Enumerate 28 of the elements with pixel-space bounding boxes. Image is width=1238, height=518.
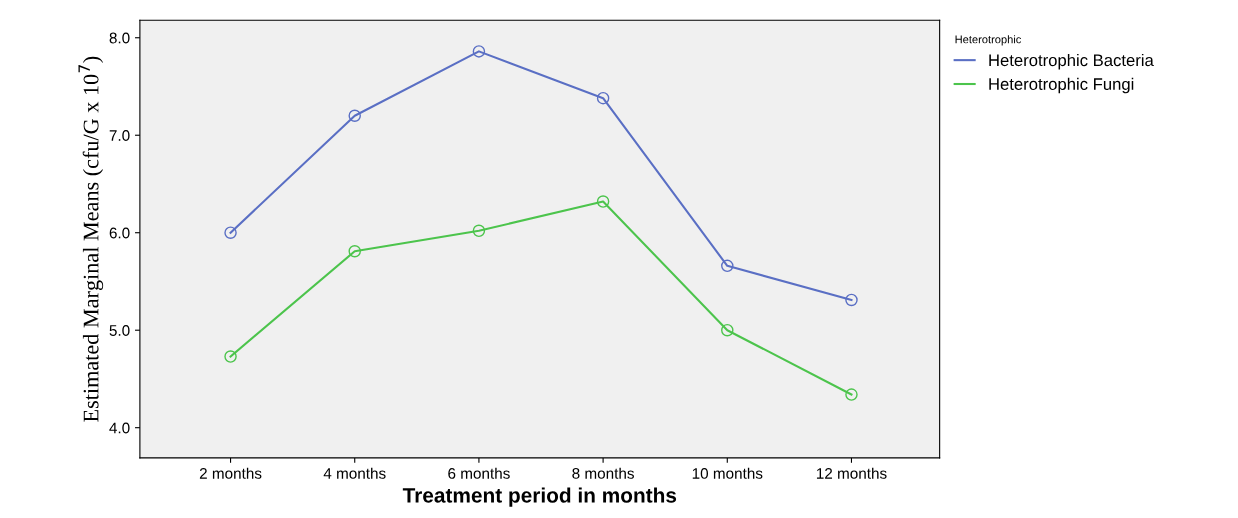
legend-title: Heterotrophic [955, 35, 1022, 46]
y-tick-label: 6.0 [109, 227, 130, 239]
point [348, 244, 361, 258]
point [721, 259, 734, 273]
point [472, 45, 486, 58]
x-tick-label: 4 months [323, 467, 386, 479]
y-tick-label: 4.0 [109, 422, 130, 434]
point [596, 91, 610, 105]
y-axis-title: Estimated Marginal Means (cfu/G x 10$^{7}$) [78, 56, 104, 422]
legend-label: Heterotrophic Bacteria [989, 53, 1154, 70]
point [224, 226, 237, 239]
y-tick-label: 5.0 [109, 325, 130, 336]
point [596, 195, 610, 208]
x-tick-label: 6 months [448, 467, 510, 479]
point [721, 323, 734, 337]
point [224, 350, 237, 363]
x-tick-label: 12 months [816, 467, 887, 479]
y-tick-label: 7.0 [109, 130, 130, 141]
point [845, 293, 858, 307]
point [472, 224, 486, 238]
x-tick-label: 2 months [199, 467, 262, 479]
x-axis-title: Treatment period in months [402, 487, 677, 507]
y-tick-label: 8.0 [109, 32, 130, 44]
point [845, 388, 858, 401]
point [348, 109, 361, 122]
x-tick-label: 10 months [692, 467, 763, 479]
legend-label: Heterotrophic Fungi [989, 77, 1134, 94]
x-tick-label: 8 months [572, 467, 634, 479]
